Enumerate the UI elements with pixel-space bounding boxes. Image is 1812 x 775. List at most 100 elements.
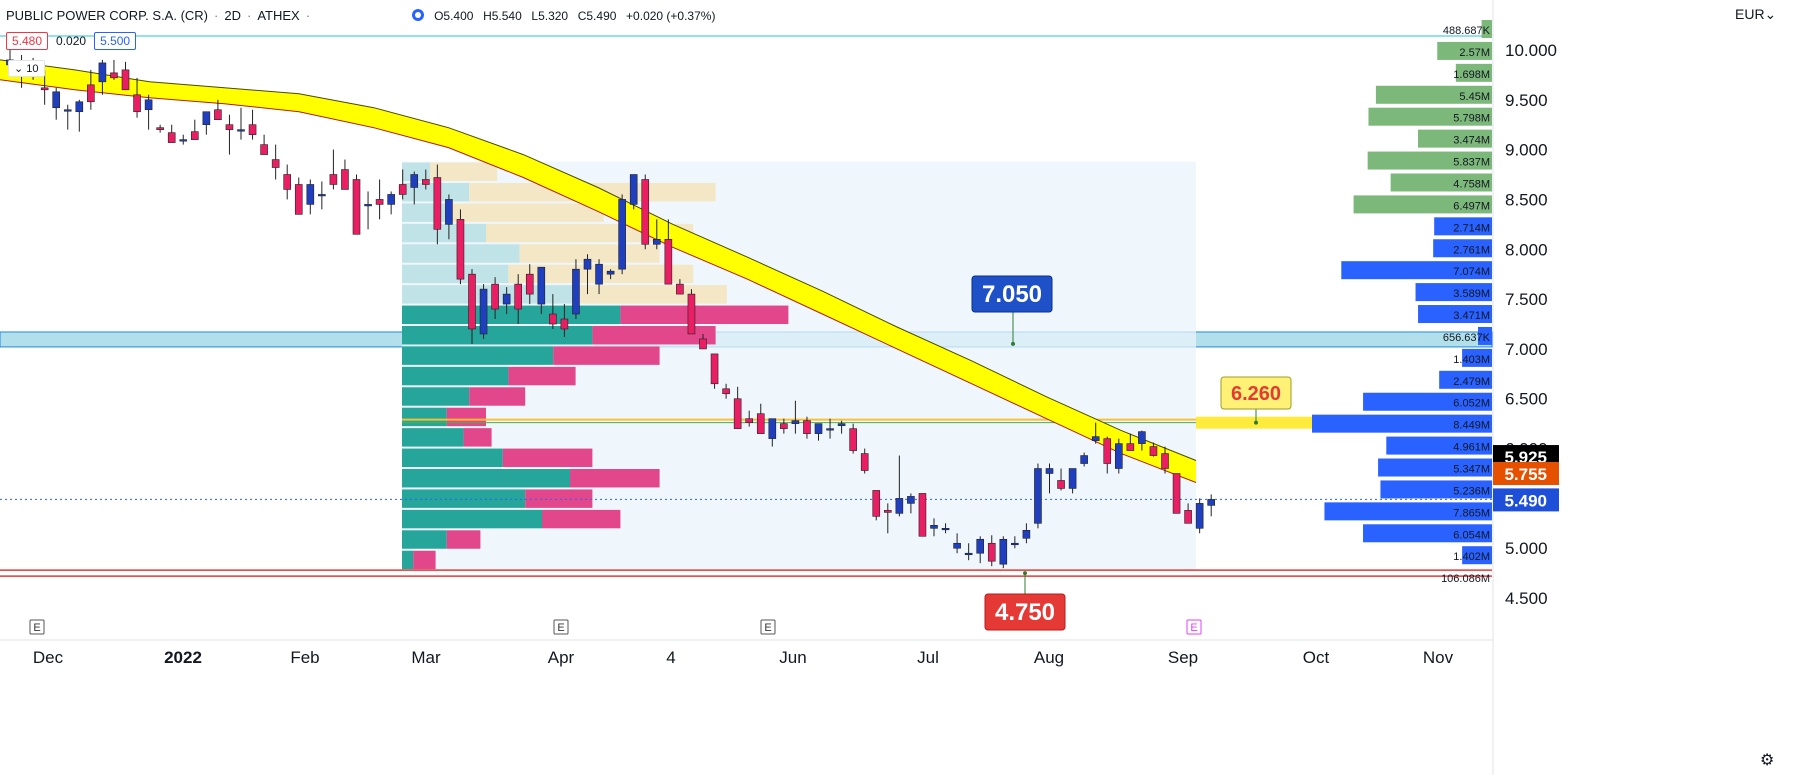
settings-gear-icon[interactable]: ⚙ [1760,752,1775,769]
candle-body [110,72,118,79]
vrvp-label: 3.589M [1453,288,1490,300]
x-tick-label: Mar [411,648,441,667]
candle-body [1149,446,1158,456]
vp-up-bar [402,264,509,284]
candle-body [421,179,430,185]
symbol-name[interactable]: PUBLIC POWER CORP. S.A. (CR) [6,7,209,23]
y-tick-label: 6.500 [1505,390,1548,409]
candle-body [722,388,730,395]
callout-6260-label: 6.260 [1231,383,1281,405]
candle-body [549,313,557,325]
vp-down-bar [553,346,660,365]
vrvp-label: 6.054M [1453,529,1490,541]
candle-body [1195,503,1204,529]
vrvp-label: 1.402M [1453,551,1490,563]
vp-up-bar [402,285,576,304]
candle-body [710,353,719,385]
y-tick-label: 8.500 [1505,190,1548,209]
candle-body [976,538,985,554]
vrvp-label: 2.761M [1453,244,1490,256]
candle-body [1172,473,1181,514]
vp-up-bar [402,387,470,406]
vrvp-bar [1378,458,1492,477]
vrvp-label: 2.714M [1453,222,1490,234]
exchange-label: ATHEX [257,7,300,23]
candle-body [514,283,523,310]
vp-up-bar [402,448,503,468]
x-tick-label: Jul [917,648,939,667]
candle-body [641,179,650,245]
y-tick-label: 10.000 [1505,41,1557,60]
candle-body [456,219,465,280]
candle-body [930,525,938,529]
vp-down-bar [502,448,593,468]
vrvp-bar [1341,261,1492,280]
earnings-marker-label: E [557,622,564,634]
candle-body [826,428,834,431]
vrvp-bar [1455,63,1492,82]
earnings-marker-label: E [33,622,40,634]
earnings-marker-label: E [764,622,771,634]
vp-down-bar [620,305,789,324]
sell-button[interactable]: 5.480 [6,32,49,50]
candle-body [560,318,569,330]
vrvp-label: 7.865M [1453,507,1490,519]
vp-down-bar [463,428,492,447]
vp-down-bar [592,325,716,345]
candle-body [999,538,1008,565]
candle-body [687,293,696,335]
candle-body [433,177,442,230]
candle-body [214,109,222,120]
candle-body [306,184,315,205]
candle-body [525,273,534,295]
buy-button[interactable]: 5.500 [94,32,137,50]
candle-body [768,418,777,439]
x-tick-label: Apr [548,648,575,667]
candle-body [179,139,188,142]
candle-body [87,84,95,103]
candle-body [987,542,996,562]
candle-body [52,91,61,109]
candle-body [1091,436,1100,441]
vrvp-label: 1.403M [1453,354,1490,366]
vp-up-bar [402,346,554,365]
currency-selector[interactable]: EUR⌄ [1735,6,1777,22]
candle-body [468,273,476,330]
vp-down-bar [570,469,660,488]
vp-down-bar [542,509,621,529]
y-tick-label: 7.000 [1505,340,1548,359]
earnings-marker [1186,619,1202,635]
candle-body [479,288,488,335]
ohlc-values: O5.400 H5.540 L5.320 C5.490 +0.020 (+0.3… [434,8,721,23]
vrvp-label: 656.637K [1443,332,1491,344]
vp-up-bar [402,162,430,181]
candle-body [883,510,892,513]
candle-body [1161,453,1169,469]
vrvp-bar [1353,195,1492,214]
vrvp-bar [1462,546,1492,565]
vrvp-label: 5.347M [1453,464,1490,476]
candle-body [606,270,615,275]
vrvp-label: 3.474M [1453,135,1490,147]
candle-body [837,423,846,426]
candle-body [699,338,707,350]
change-value: +0.020 (+0.37%) [626,8,716,23]
callout-4750-anchor [1023,571,1027,576]
vrvp-label: 5.798M [1453,113,1490,125]
vrvp-bar [1367,151,1492,170]
candle-body [1034,468,1042,524]
axis-price-tag-label: 5.755 [1504,465,1547,484]
market-status-icon[interactable] [412,9,425,21]
vrvp-bar [1434,217,1492,236]
vrvp-label: 5.837M [1453,157,1490,169]
callout-6260-box [1220,376,1292,410]
candle-body [294,184,303,215]
callout-7050-box [971,275,1053,313]
vp-down-bar [575,285,727,304]
indicator-toggle[interactable]: ⌄ 10 [8,60,45,77]
candle-body [398,184,407,195]
candle-body [191,131,199,140]
interval-label[interactable]: 2D [224,7,241,23]
callout-4750-box [984,593,1066,631]
